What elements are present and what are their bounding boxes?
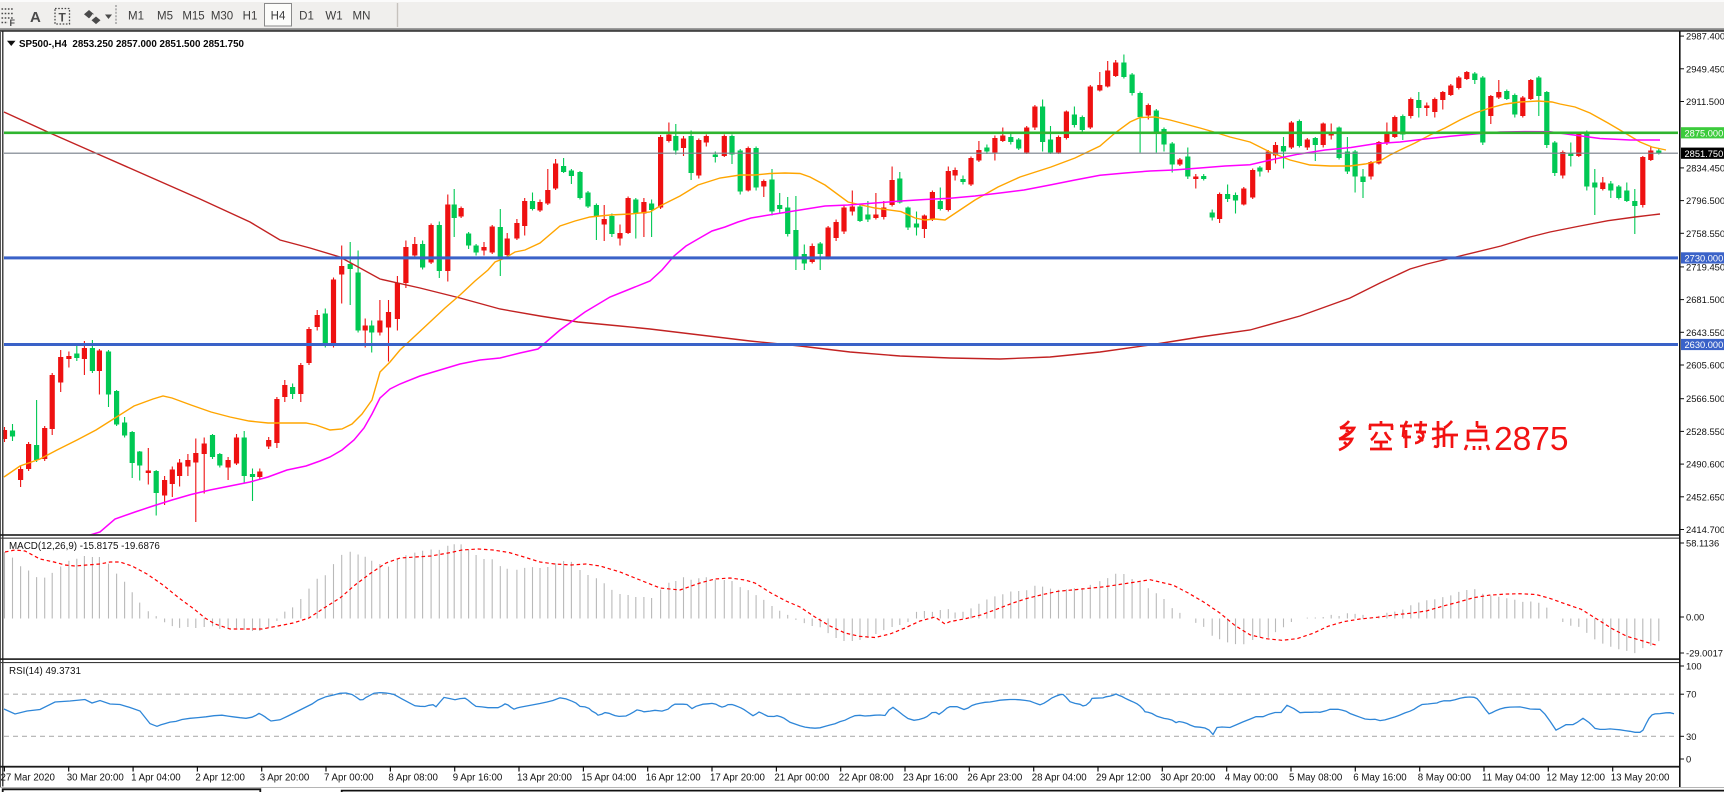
svg-text:100: 100 bbox=[1686, 661, 1702, 672]
svg-text:9 Apr 16:00: 9 Apr 16:00 bbox=[453, 773, 503, 784]
svg-text:30 Apr 20:00: 30 Apr 20:00 bbox=[1160, 773, 1216, 784]
svg-text:2911.500: 2911.500 bbox=[1686, 96, 1724, 107]
svg-text:11 May 04:00: 11 May 04:00 bbox=[1482, 773, 1541, 784]
svg-text:3 Apr 20:00: 3 Apr 20:00 bbox=[260, 773, 310, 784]
svg-text:2414.700: 2414.700 bbox=[1686, 524, 1724, 535]
svg-text:16 Apr 12:00: 16 Apr 12:00 bbox=[646, 773, 702, 784]
svg-text:23 Apr 16:00: 23 Apr 16:00 bbox=[903, 773, 959, 784]
svg-text:58.1136: 58.1136 bbox=[1686, 538, 1719, 549]
svg-text:2719.450: 2719.450 bbox=[1686, 261, 1724, 272]
svg-text:26 Apr 23:00: 26 Apr 23:00 bbox=[967, 773, 1023, 784]
svg-text:MACD(12,26,9) -15.8175 -19.687: MACD(12,26,9) -15.8175 -19.6876 bbox=[9, 541, 160, 552]
svg-text:1 Apr 04:00: 1 Apr 04:00 bbox=[131, 773, 181, 784]
svg-text:29 Apr 12:00: 29 Apr 12:00 bbox=[1096, 773, 1152, 784]
svg-text:21 Apr 00:00: 21 Apr 00:00 bbox=[774, 773, 830, 784]
svg-text:2643.550: 2643.550 bbox=[1686, 327, 1724, 338]
svg-text:M1: M1 bbox=[128, 11, 144, 23]
svg-text:SP500-,H4 2853.250 2857.000 2: SP500-,H4 2853.250 2857.000 2851.500 285… bbox=[19, 39, 245, 50]
svg-text:2987.400: 2987.400 bbox=[1686, 31, 1724, 42]
svg-text:H1: H1 bbox=[243, 11, 258, 23]
svg-text:13 May 20:00: 13 May 20:00 bbox=[1611, 773, 1670, 784]
svg-text:F: F bbox=[10, 18, 16, 28]
svg-text:M30: M30 bbox=[211, 11, 233, 23]
svg-text:2681.500: 2681.500 bbox=[1686, 294, 1724, 305]
svg-text:5 May 08:00: 5 May 08:00 bbox=[1289, 773, 1343, 784]
svg-text:2875: 2875 bbox=[1494, 421, 1569, 458]
svg-text:27 Mar 2020: 27 Mar 2020 bbox=[1, 773, 56, 784]
svg-text:70: 70 bbox=[1686, 689, 1696, 700]
svg-text:15 Apr 04:00: 15 Apr 04:00 bbox=[581, 773, 637, 784]
svg-text:8 May 00:00: 8 May 00:00 bbox=[1418, 773, 1472, 784]
svg-text:28 Apr 04:00: 28 Apr 04:00 bbox=[1032, 773, 1088, 784]
svg-text:2605.600: 2605.600 bbox=[1686, 360, 1724, 371]
svg-text:2566.500: 2566.500 bbox=[1686, 393, 1724, 404]
svg-text:W1: W1 bbox=[325, 11, 342, 23]
svg-text:D1: D1 bbox=[299, 11, 314, 23]
svg-text:2490.600: 2490.600 bbox=[1686, 459, 1724, 470]
svg-text:30: 30 bbox=[1686, 731, 1696, 742]
svg-text:2796.500: 2796.500 bbox=[1686, 195, 1724, 206]
svg-text:RSI(14) 49.3731: RSI(14) 49.3731 bbox=[9, 666, 81, 677]
svg-text:2758.550: 2758.550 bbox=[1686, 228, 1724, 239]
svg-text:2875.000: 2875.000 bbox=[1685, 128, 1724, 138]
svg-text:30 Mar 20:00: 30 Mar 20:00 bbox=[67, 773, 125, 784]
svg-text:13 Apr 20:00: 13 Apr 20:00 bbox=[517, 773, 573, 784]
svg-text:17 Apr 20:00: 17 Apr 20:00 bbox=[710, 773, 766, 784]
svg-text:2 Apr 12:00: 2 Apr 12:00 bbox=[195, 773, 245, 784]
svg-text:2851.750: 2851.750 bbox=[1685, 149, 1724, 159]
svg-text:M15: M15 bbox=[182, 11, 204, 23]
svg-text:7 Apr 00:00: 7 Apr 00:00 bbox=[324, 773, 374, 784]
svg-text:0.00: 0.00 bbox=[1686, 612, 1704, 623]
svg-text:0: 0 bbox=[1686, 754, 1691, 765]
svg-text:8 Apr 08:00: 8 Apr 08:00 bbox=[388, 773, 438, 784]
svg-text:2528.550: 2528.550 bbox=[1686, 426, 1724, 437]
svg-text:MN: MN bbox=[353, 11, 371, 23]
svg-text:2949.450: 2949.450 bbox=[1686, 63, 1724, 74]
svg-text:2834.450: 2834.450 bbox=[1686, 162, 1724, 173]
svg-text:2452.650: 2452.650 bbox=[1686, 491, 1724, 502]
svg-text:-29.0017: -29.0017 bbox=[1686, 648, 1723, 659]
svg-text:4 May 00:00: 4 May 00:00 bbox=[1225, 773, 1279, 784]
svg-text:T: T bbox=[59, 11, 67, 25]
svg-text:6 May 16:00: 6 May 16:00 bbox=[1353, 773, 1407, 784]
svg-text:H4: H4 bbox=[271, 11, 286, 23]
svg-text:22 Apr 08:00: 22 Apr 08:00 bbox=[839, 773, 895, 784]
svg-text:M5: M5 bbox=[157, 11, 173, 23]
svg-text:2730.000: 2730.000 bbox=[1685, 254, 1724, 264]
svg-text:12 May 12:00: 12 May 12:00 bbox=[1546, 773, 1605, 784]
svg-text:A: A bbox=[30, 9, 41, 26]
svg-text:2630.000: 2630.000 bbox=[1685, 340, 1724, 350]
